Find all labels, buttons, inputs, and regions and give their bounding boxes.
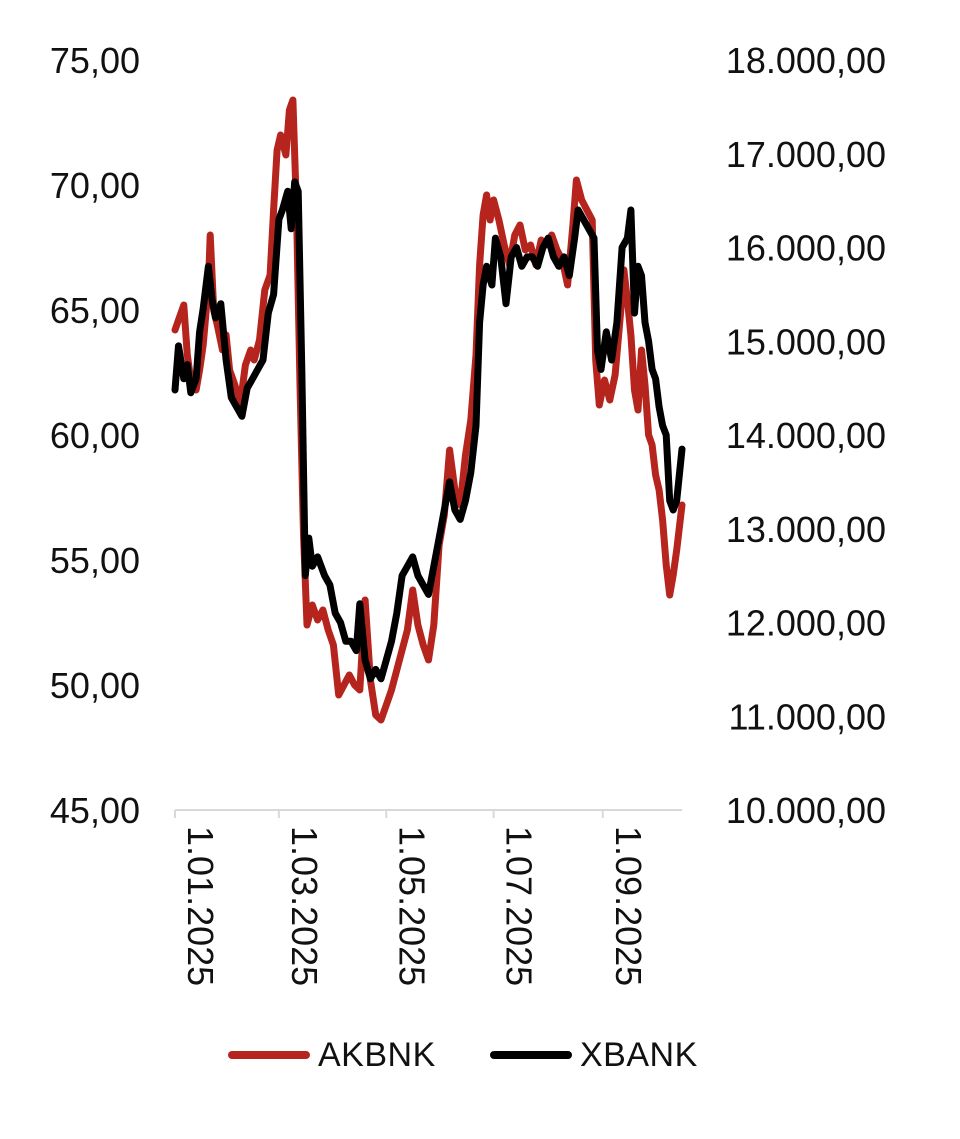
legend-swatch-xbank	[490, 1051, 572, 1059]
right-y-tick-label: 12.000,00	[726, 603, 886, 644]
x-tick-label: 1.07.2025	[499, 826, 540, 986]
series-line-akbnk	[175, 100, 682, 720]
left-y-tick-label: 70,00	[50, 165, 140, 206]
legend-item-xbank: XBANK	[490, 1030, 698, 1080]
series-line-xbank	[175, 182, 682, 679]
left-axis-tick-labels: 45,00 50,00 55,00 60,00 65,00 70,00 75,00	[50, 40, 140, 831]
axes-group	[175, 810, 682, 818]
left-y-tick-label: 50,00	[50, 665, 140, 706]
x-tick-label: 1.01.2025	[180, 826, 221, 986]
left-y-tick-label: 60,00	[50, 415, 140, 456]
series-group	[175, 100, 682, 720]
right-y-tick-label: 17.000,00	[726, 134, 886, 175]
right-y-tick-label: 14.000,00	[726, 415, 886, 456]
legend-label-akbnk: AKBNK	[318, 1036, 436, 1075]
x-tick-label: 1.05.2025	[391, 826, 432, 986]
left-y-tick-label: 75,00	[50, 40, 140, 81]
right-y-tick-label: 10.000,00	[726, 790, 886, 831]
x-tick-label: 1.09.2025	[608, 826, 649, 986]
left-y-tick-label: 45,00	[50, 790, 140, 831]
left-y-tick-label: 65,00	[50, 290, 140, 331]
left-y-tick-label: 55,00	[50, 540, 140, 581]
x-tick-label: 1.03.2025	[284, 826, 325, 986]
right-y-tick-label: 15.000,00	[726, 321, 886, 362]
right-y-tick-label: 18.000,00	[726, 40, 886, 81]
right-y-tick-label: 13.000,00	[726, 509, 886, 550]
chart-legend: AKBNK XBANK	[0, 1030, 960, 1080]
right-y-tick-label: 16.000,00	[726, 228, 886, 269]
right-y-tick-label: 11.000,00	[729, 696, 886, 737]
legend-swatch-akbnk	[228, 1051, 310, 1059]
right-axis-tick-labels: 10.000,00 11.000,00 12.000,00 13.000,00 14.0…	[726, 40, 886, 831]
x-axis-tick-labels: 1.01.2025 1.03.2025 1.05.2025 1.07.2025 1.09…	[180, 826, 649, 986]
legend-item-akbnk: AKBNK	[228, 1030, 436, 1080]
legend-label-xbank: XBANK	[580, 1036, 698, 1075]
dual-axis-line-chart: 45,00 50,00 55,00 60,00 65,00 70,00 75,00 10.0…	[0, 0, 960, 1020]
